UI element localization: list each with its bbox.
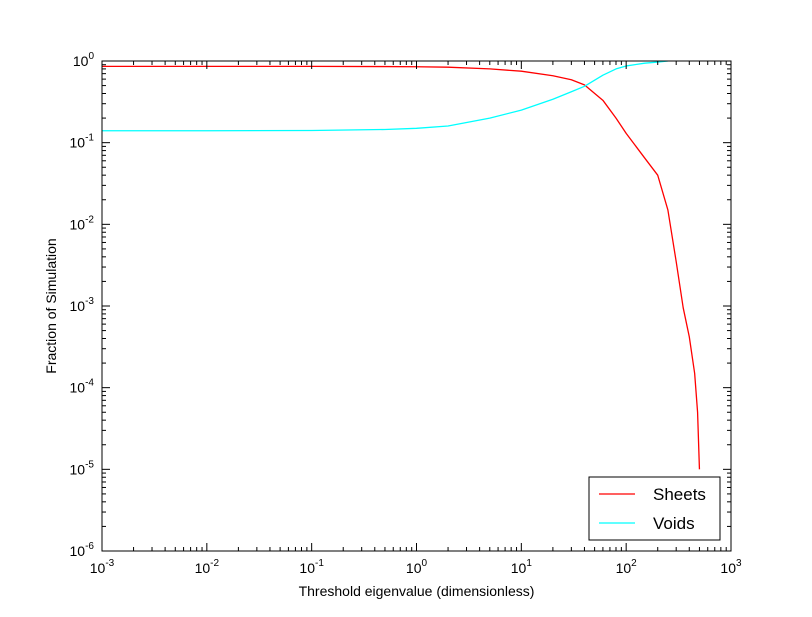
x-tick-label-exponent: -3 <box>105 558 114 569</box>
y-tick-label-exponent: 0 <box>88 51 94 62</box>
x-tick-label: 102 <box>616 558 638 576</box>
y-tick-label: 10-6 <box>70 541 95 559</box>
x-tick-label-base: 10 <box>720 560 736 576</box>
x-tick-label-exponent: -2 <box>210 558 219 569</box>
y-tick-label-exponent: -1 <box>85 133 94 144</box>
y-tick-label-base: 10 <box>70 216 86 232</box>
y-tick-label: 10-1 <box>70 133 95 151</box>
x-tick-label: 10-3 <box>90 558 115 576</box>
x-tick-label: 100 <box>406 558 428 576</box>
y-tick-label-exponent: -6 <box>85 541 94 552</box>
x-tick-label-base: 10 <box>616 560 632 576</box>
legend-label-sheets: Sheets <box>653 485 706 504</box>
x-tick-label-base: 10 <box>90 560 106 576</box>
x-tick-label-exponent: 2 <box>631 558 637 569</box>
y-tick-label-base: 10 <box>70 461 86 477</box>
y-tick-label: 10-5 <box>70 459 95 477</box>
x-axis-label: Threshold eigenvalue (dimensionless) <box>299 583 535 599</box>
x-tick-label-exponent: 3 <box>736 558 742 569</box>
y-tick-label-exponent: -2 <box>85 214 94 225</box>
x-axis: 10-3 10-2 10-1 100 101 102 103 <box>90 61 742 576</box>
x-tick-label: 101 <box>511 558 533 576</box>
x-tick-label-exponent: 1 <box>526 558 532 569</box>
y-tick-label: 100 <box>73 51 95 69</box>
x-tick-label: 10-2 <box>195 558 220 576</box>
legend: Sheets Voids <box>588 476 721 541</box>
series-line-voids <box>102 61 668 132</box>
y-tick-label-base: 10 <box>70 543 86 559</box>
y-tick-label: 10-2 <box>70 214 95 232</box>
legend-box <box>588 476 721 541</box>
x-tick-label-base: 10 <box>299 560 315 576</box>
y-tick-label: 10-4 <box>70 378 95 396</box>
series-layer <box>102 61 701 470</box>
y-tick-label-base: 10 <box>70 380 86 396</box>
y-axis-label: Fraction of Simulation <box>43 238 59 373</box>
y-tick-label: 10-3 <box>70 296 95 314</box>
x-tick-label-exponent: 0 <box>422 558 428 569</box>
x-tick-label: 10-1 <box>299 558 324 576</box>
y-tick-label-base: 10 <box>70 135 86 151</box>
y-tick-label-exponent: -4 <box>85 378 94 389</box>
x-tick-label-base: 10 <box>406 560 422 576</box>
series-line-sheets <box>102 65 701 470</box>
x-tick-label-base: 10 <box>195 560 211 576</box>
legend-label-voids: Voids <box>653 514 695 533</box>
y-tick-label-base: 10 <box>70 298 86 314</box>
y-tick-label-exponent: -5 <box>85 459 94 470</box>
x-tick-label-base: 10 <box>511 560 527 576</box>
y-tick-label-base: 10 <box>73 53 89 69</box>
y-tick-label-exponent: -3 <box>85 296 94 307</box>
x-tick-label: 103 <box>720 558 742 576</box>
x-tick-label-exponent: -1 <box>315 558 324 569</box>
